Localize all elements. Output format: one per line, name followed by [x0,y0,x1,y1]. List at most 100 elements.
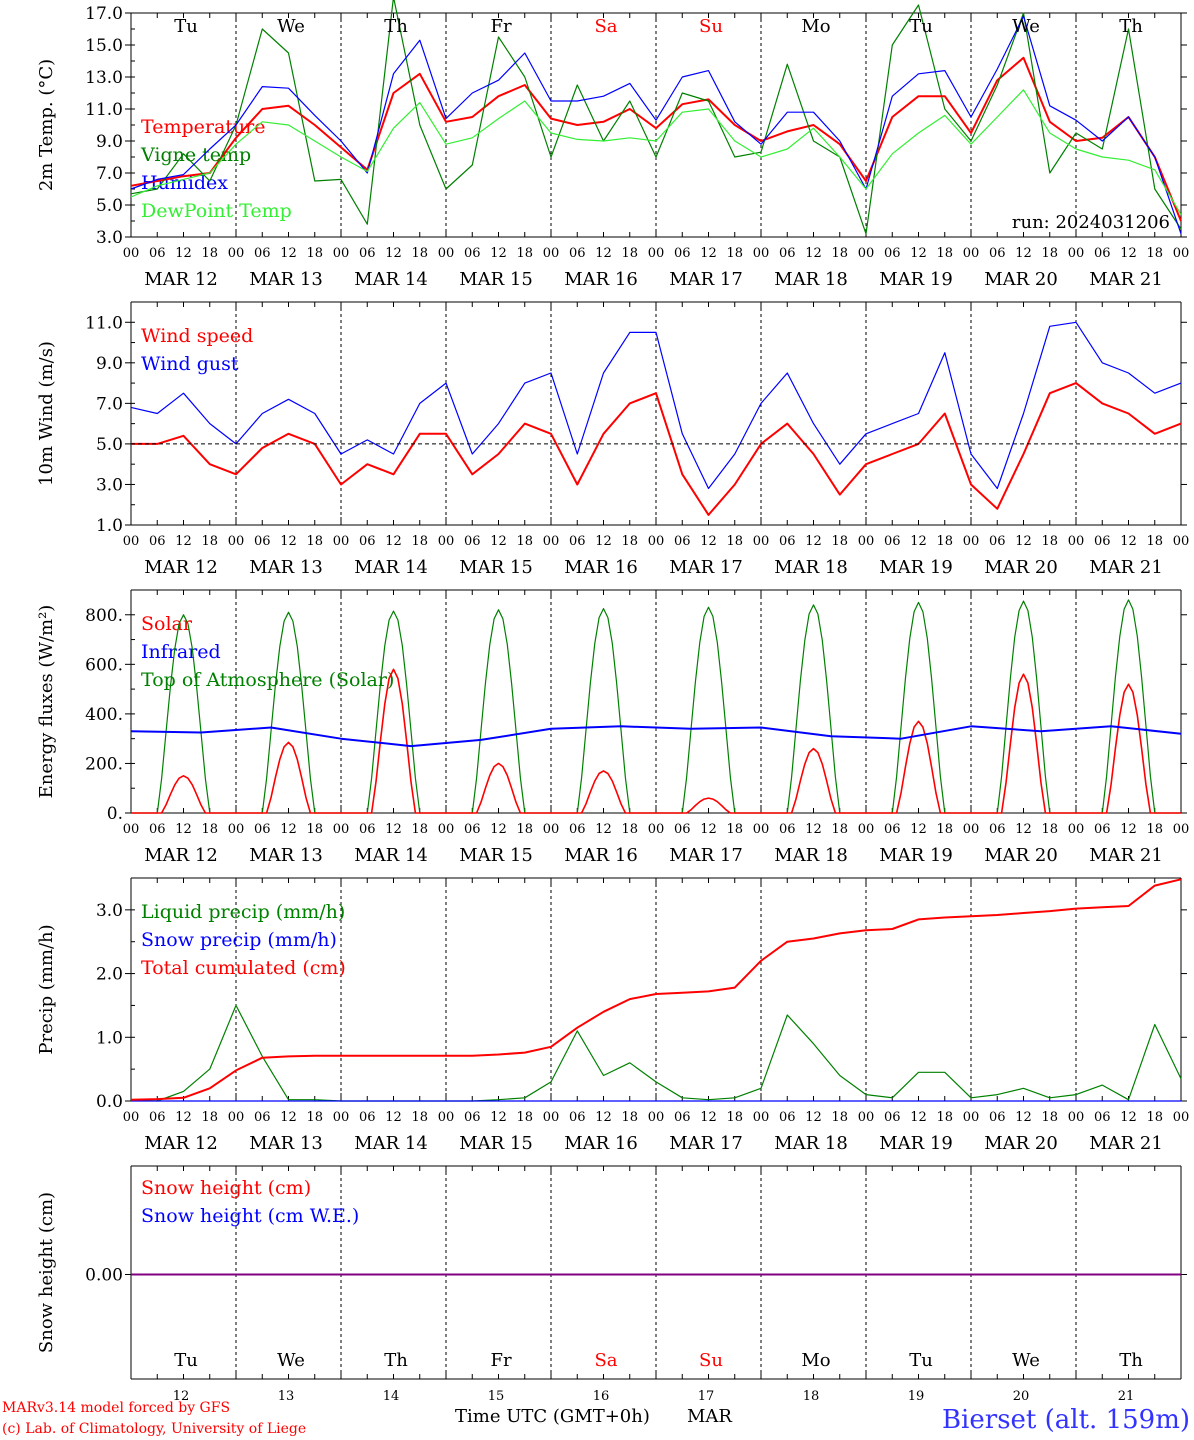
panel-5: 0.00 Snow height (cm) Snow height (cm) Snow… [36,1165,1187,1404]
x-axis-label: Time UTC (GMT+0h) [455,1406,650,1427]
hour-label: 18 [1146,822,1163,837]
hour-label: 18 [306,822,323,837]
y-tick-label: 0.0 [96,1092,123,1112]
hour-label: 12 [1120,246,1137,261]
legend-entry: Top of Atmosphere (Solar) [141,669,394,691]
hour-label: 00 [963,822,980,837]
y-axis-label: Precip (mm/h) [36,924,57,1054]
hour-label: 12 [805,246,822,261]
hour-label: 18 [831,1110,848,1125]
date-label: MAR 17 [669,269,743,290]
weekday-label: Tu [909,16,933,37]
hour-label: 06 [464,534,481,549]
hour-label: 00 [963,534,980,549]
hour-label: 12 [910,246,927,261]
hour-label: 06 [1094,246,1111,261]
legend-entry: Solar [141,613,193,635]
panel-1: 3.0 5.0 7.0 9.0 11.0 13.0 15.0 17.0 2m Temp. (°C… [36,0,1189,290]
day-number-label: 12 [173,1389,190,1404]
hour-label: 18 [516,246,533,261]
hour-label: 18 [411,246,428,261]
hour-label: 06 [1094,822,1111,837]
weekday-label: We [1012,16,1040,37]
hour-label: 18 [621,822,638,837]
hour-label: 06 [569,822,586,837]
hour-label: 12 [490,534,507,549]
series-line-wind-speed [131,382,1182,516]
series-line-humidex [130,15,1182,234]
date-label: MAR 18 [774,557,848,578]
y-tick-label: 200. [85,754,123,774]
panel-3: 0. 200. 400. 600. 800. Energy fluxes (W/m²) 00… [36,589,1189,866]
hour-label: 12 [175,822,192,837]
hour-label: 00 [1068,534,1085,549]
y-axis-label: 2m Temp. (°C) [36,59,57,191]
hour-label: 18 [831,246,848,261]
hour-label: 18 [726,1110,743,1125]
day-number-label: 18 [803,1389,820,1404]
hour-label: 12 [700,534,717,549]
y-tick-label: 9.0 [96,354,123,374]
y-axis-label: Energy fluxes (W/m²) [36,605,57,799]
hour-label: 06 [884,1110,901,1125]
hour-label: 00 [123,246,140,261]
hour-label: 06 [359,822,376,837]
hour-label: 00 [858,1110,875,1125]
hour-label: 12 [805,822,822,837]
hour-label: 12 [700,246,717,261]
hour-label: 00 [543,246,560,261]
station-label: Bierset (alt. 159m) [942,1405,1190,1435]
hour-label: 06 [359,1110,376,1125]
hour-label: 18 [411,534,428,549]
hour-label: 06 [674,822,691,837]
weekday-label: Tu [909,1350,933,1371]
hour-label: 18 [621,534,638,549]
series-line-vigne-temp [130,0,1182,235]
series-line-dewpoint-temp [130,89,1182,215]
hour-label: 12 [910,1110,927,1125]
weekday-label: Mo [801,16,830,37]
hour-label: 18 [201,1110,218,1125]
hour-label: 00 [228,246,245,261]
hour-label: 06 [254,1110,271,1125]
date-label: MAR 17 [669,1133,743,1154]
date-label: MAR 18 [774,1133,848,1154]
hour-label: 00 [648,822,665,837]
y-tick-label: 11.0 [85,100,123,120]
hour-label: 18 [201,822,218,837]
weekday-label: Fr [490,1350,511,1371]
hour-label: 12 [490,1110,507,1125]
hour-label: 00 [858,822,875,837]
date-label: MAR 19 [879,1133,953,1154]
hour-label: 18 [1041,1110,1058,1125]
hour-label: 00 [438,534,455,549]
date-label: MAR 19 [879,557,953,578]
y-tick-label: 600. [85,655,123,675]
hour-label: 06 [254,246,271,261]
date-label: MAR 12 [144,269,218,290]
hour-label: 12 [385,822,402,837]
y-tick-label: 7.0 [96,394,123,414]
y-tick-label: 1.0 [96,516,123,536]
date-label: MAR 15 [459,845,533,866]
y-tick-label: 3.0 [96,475,123,495]
date-label: MAR 12 [144,557,218,578]
date-label: MAR 14 [354,1133,428,1154]
hour-label: 06 [884,534,901,549]
date-label: MAR 15 [459,557,533,578]
day-number-label: 17 [698,1389,715,1404]
hour-label: 12 [280,246,297,261]
hour-label: 00 [1173,534,1190,549]
y-tick-label: 2.0 [96,965,123,985]
weekday-label: Th [384,1350,408,1371]
hour-label: 18 [201,534,218,549]
y-tick-label: 800. [85,606,123,626]
y-tick-label: 5.0 [96,196,123,216]
date-label: MAR 16 [564,845,638,866]
legend-entry: Snow precip (mm/h) [141,929,337,951]
legend-entry: DewPoint Temp [141,200,292,222]
hour-label: 18 [1146,534,1163,549]
hour-label: 00 [1173,246,1190,261]
y-tick-label: 3.0 [96,901,123,921]
hour-label: 06 [464,1110,481,1125]
